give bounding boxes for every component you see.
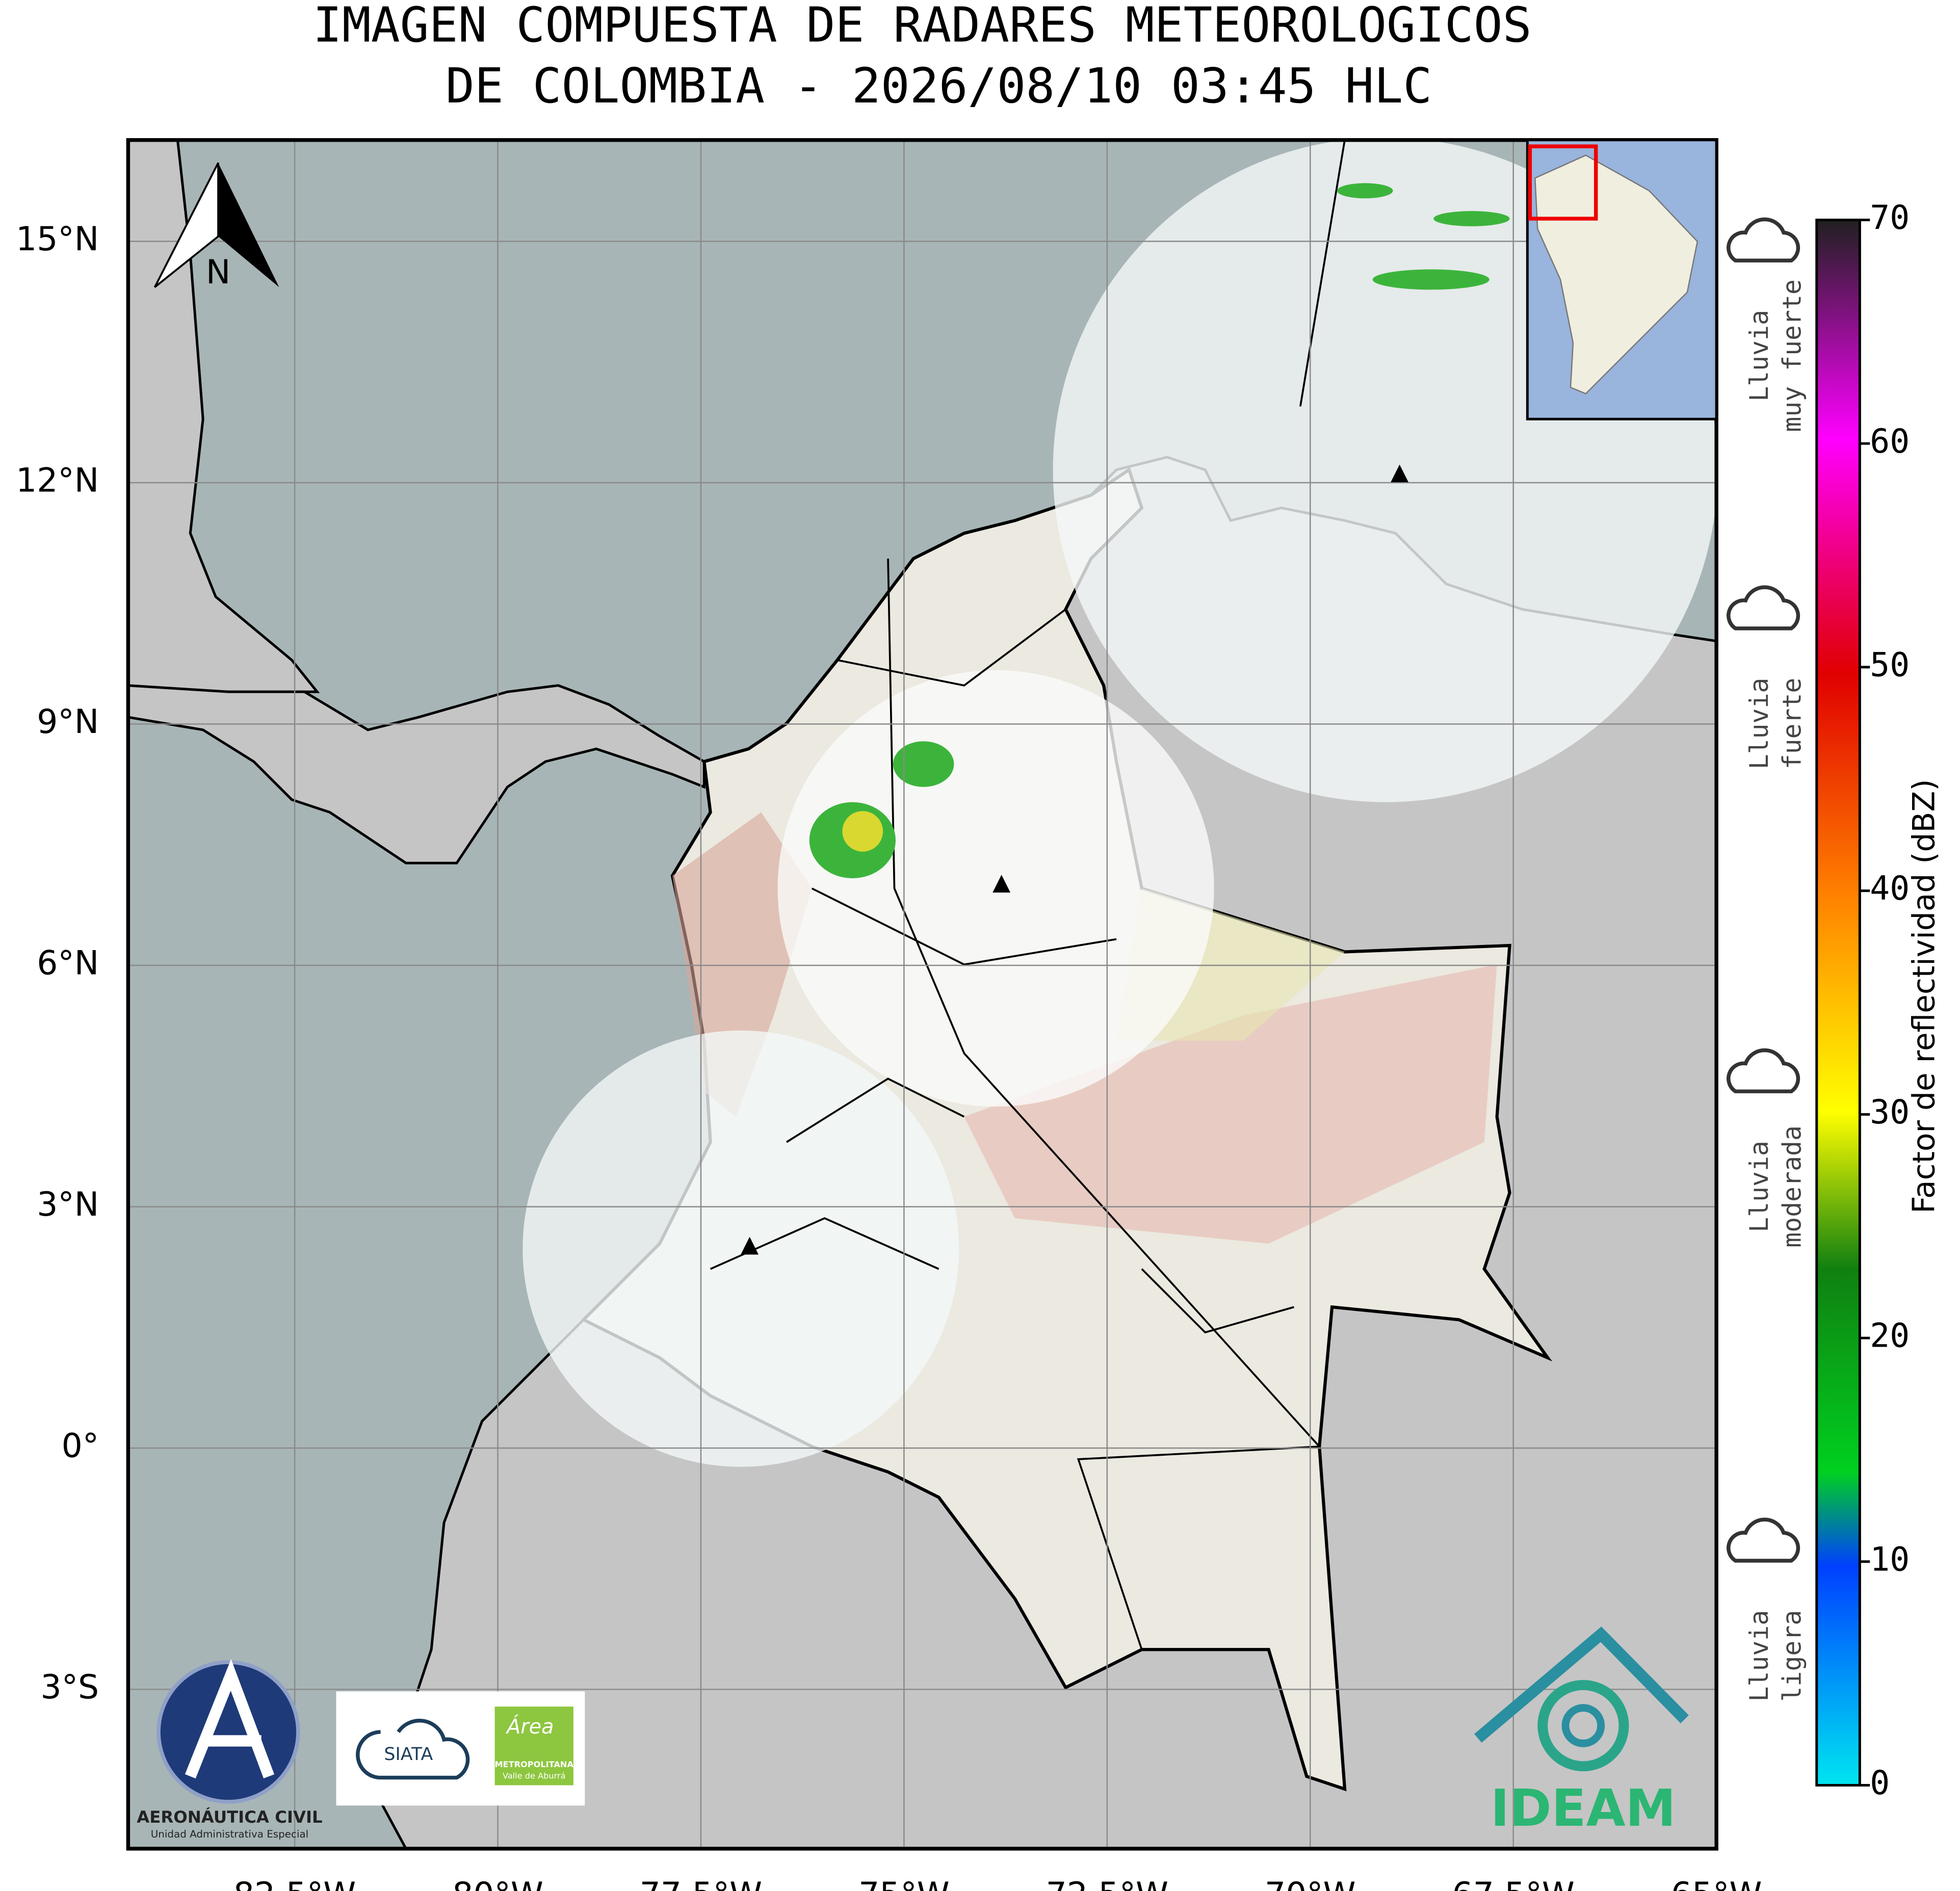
rain-icon <box>1727 1517 1800 1563</box>
rain-level-label: moderada <box>1777 1125 1807 1248</box>
colorbar-tick-label: 60 <box>1870 423 1910 461</box>
y-tick-label: 15°N <box>16 220 99 258</box>
map-frame <box>126 138 1718 1851</box>
colorbar-label: Factor de reflectividad (dBZ) <box>1906 779 1942 1213</box>
logo-siata-area: SIATA Área METROPOLITANA Valle de Aburrá <box>336 1691 585 1806</box>
radar-echo <box>893 741 954 787</box>
grid <box>128 140 1717 1849</box>
inset-map <box>1526 139 1718 421</box>
title-line: IMAGEN COMPUESTA DE RADARES METEOROLOGIC… <box>313 0 1532 54</box>
rain-level-label: ligera <box>1777 1610 1807 1702</box>
logo-text: SIATA <box>384 1744 433 1765</box>
rain-level-label: Lluvia <box>1744 310 1774 402</box>
radar-site <box>1391 464 1409 483</box>
logo-text: Unidad Administrativa Especial <box>151 1828 308 1840</box>
x-tick-label: 77.5°W <box>640 1876 762 1891</box>
north-label: N <box>206 253 230 292</box>
radar-echo <box>1433 211 1510 226</box>
x-tick-label: 75°W <box>858 1876 950 1891</box>
y-tick-label: 3°N <box>37 1186 99 1224</box>
logo-cloud <box>356 1719 470 1780</box>
colorbar-tick-label: 0 <box>1870 1764 1890 1802</box>
colorbar-tick-label: 10 <box>1870 1540 1910 1579</box>
logo-roof <box>1474 1626 1689 1743</box>
x-tick-label: 65°W <box>1671 1876 1762 1891</box>
rain-level-label: Lluvia <box>1744 1610 1774 1702</box>
logo-ideam: IDEAM <box>1474 1626 1689 1838</box>
map <box>128 140 1717 1849</box>
logo-text: Área <box>505 1715 554 1739</box>
logo-swirl <box>1537 1679 1629 1772</box>
rain-level-label: muy fuerte <box>1777 279 1807 432</box>
axis-labels: 82.5°W 80°W 77.5°W 75°W 72.5°W 70°W 67.5°W 65°W… <box>16 220 1762 1891</box>
rain-level-label: fuerte <box>1777 678 1807 770</box>
logo-text: AERONÁUTICA CIVIL <box>137 1807 322 1827</box>
x-tick-label: 67.5°W <box>1452 1876 1575 1891</box>
precip-zone <box>964 964 1497 1244</box>
y-tick-label: 3°S <box>41 1668 99 1706</box>
colorbar-tick-label: 30 <box>1870 1093 1910 1132</box>
colorbar: 0 10 20 30 40 50 60 70 Factor de reflectividad … <box>1815 199 1942 1802</box>
logo-area-box <box>494 1706 573 1785</box>
rain-icon <box>1727 1048 1800 1093</box>
colorbar-ticks: 0 10 20 30 40 50 60 70 <box>1860 199 1910 1802</box>
border <box>710 140 1346 1650</box>
y-tick-label: 9°N <box>37 703 99 741</box>
x-tick-label: 72.5°W <box>1046 1876 1168 1891</box>
radar-echo <box>1372 269 1489 290</box>
radar-site <box>741 1237 759 1255</box>
logo-mark <box>185 1659 275 1779</box>
radar-coverage <box>522 1030 959 1467</box>
rain-level-label: Lluvia <box>1744 678 1774 770</box>
colorbar-scale <box>1815 218 1861 1787</box>
logo-text: Valle de Aburrá <box>503 1771 566 1781</box>
title-line: DE COLOMBIA - 2026/08/10 03:45 HLC <box>446 58 1432 114</box>
radar-sites <box>741 464 1409 1255</box>
rain-icon <box>1727 585 1800 631</box>
x-tick-label: 82.5°W <box>233 1876 356 1891</box>
colorbar-tick-label: 70 <box>1870 199 1910 237</box>
rain-icon <box>1727 217 1800 262</box>
colorbar-tick-label: 50 <box>1870 646 1910 684</box>
logo-text: METROPOLITANA <box>494 1759 573 1769</box>
rain-level-label: Lluvia <box>1744 1141 1774 1232</box>
radar-echo <box>1337 183 1393 199</box>
land <box>128 684 705 864</box>
radar-echo <box>842 811 883 852</box>
radar-site <box>992 875 1011 893</box>
logo-aerocivil: AERONÁUTICA CIVIL Unidad Administrativa … <box>137 1659 323 1840</box>
x-tick-label: 70°W <box>1265 1876 1356 1891</box>
logo-text: IDEAM <box>1491 1779 1676 1838</box>
inset-land <box>1534 154 1698 395</box>
y-tick-label: 12°N <box>16 462 99 500</box>
inset-extent <box>1528 144 1598 221</box>
x-tick-label: 80°W <box>452 1876 543 1891</box>
y-tick-label: 6°N <box>37 944 99 983</box>
colorbar-tick-label: 40 <box>1870 870 1910 908</box>
y-tick-label: 0° <box>62 1427 99 1465</box>
logo-swirl <box>1561 1704 1605 1747</box>
colorbar-tick-label: 20 <box>1870 1317 1910 1355</box>
